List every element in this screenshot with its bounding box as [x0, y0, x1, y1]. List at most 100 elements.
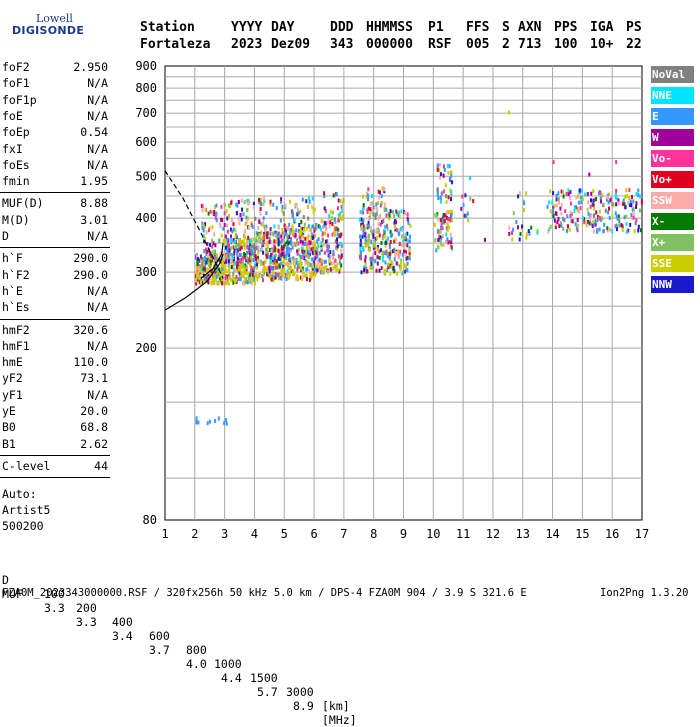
data-point [234, 234, 237, 239]
data-point [230, 237, 233, 242]
data-point [283, 244, 286, 249]
param-value: N/A [87, 338, 108, 353]
data-point [576, 223, 579, 228]
data-point [616, 216, 619, 221]
data-point [257, 239, 260, 244]
data-point [566, 229, 568, 234]
data-point [554, 225, 557, 230]
param-name: h`Es [2, 300, 30, 315]
data-point [611, 229, 614, 234]
data-point [320, 261, 323, 266]
data-point [443, 167, 446, 172]
data-point [270, 249, 273, 253]
param-name: D [2, 229, 9, 243]
data-point [376, 211, 378, 216]
data-point [324, 259, 327, 264]
data-point [209, 242, 212, 247]
data-point [224, 275, 227, 280]
data-point [242, 281, 245, 286]
data-point [225, 268, 228, 273]
data-point [259, 207, 262, 211]
data-point [525, 235, 528, 240]
data-point [212, 252, 215, 257]
data-point [381, 236, 384, 241]
param-name: h`E [2, 283, 23, 298]
data-point [277, 237, 280, 241]
data-point [241, 240, 244, 245]
data-point [230, 200, 233, 205]
data-point [401, 252, 404, 257]
logo-lowell: Lowell [36, 12, 73, 25]
data-point [437, 228, 440, 233]
data-point [573, 205, 576, 210]
data-point [284, 231, 287, 236]
data-point [308, 252, 311, 257]
data-point [232, 222, 235, 227]
data-point [295, 276, 298, 281]
data-point [317, 237, 320, 242]
data-point [195, 275, 198, 280]
data-point [211, 258, 214, 263]
data-point [324, 231, 327, 236]
data-point [313, 252, 316, 257]
data-point [224, 280, 227, 285]
data-point [305, 267, 307, 272]
data-point [210, 269, 213, 274]
data-point [399, 249, 402, 254]
data-point [277, 249, 280, 253]
data-point [395, 209, 398, 214]
data-point [243, 233, 246, 238]
data-point [265, 211, 268, 216]
data-point [402, 239, 405, 243]
param-value: N/A [87, 387, 108, 402]
data-point [323, 242, 326, 247]
data-point [234, 261, 237, 266]
data-point [243, 265, 246, 270]
data-point [336, 262, 339, 267]
data-point [205, 275, 208, 280]
param-row: yF1 N/A [2, 388, 108, 404]
data-point [233, 269, 236, 274]
data-point [256, 263, 259, 268]
param-value: N/A [87, 300, 108, 315]
data-point [223, 259, 226, 264]
header-value-p1: RSF [428, 37, 452, 52]
data-point [301, 240, 304, 245]
data-point [625, 222, 628, 227]
header-label-yyyy: YYYY [231, 20, 263, 35]
data-point [223, 252, 226, 257]
data-point [342, 200, 345, 205]
data-point [270, 253, 272, 258]
data-point [380, 194, 383, 199]
data-point [570, 201, 573, 206]
data-point [340, 241, 342, 246]
data-point [573, 209, 576, 213]
data-point [615, 214, 618, 219]
data-point [395, 220, 398, 225]
data-point [201, 261, 204, 266]
data-point [407, 220, 410, 225]
param-value: 73.1 [80, 371, 108, 386]
x-tick-label: 14 [545, 527, 559, 541]
data-point [314, 233, 317, 238]
data-point [579, 195, 582, 200]
data-point [335, 267, 338, 272]
data-point [367, 242, 370, 247]
data-point [296, 267, 299, 272]
data-point [557, 216, 560, 221]
data-point [298, 231, 301, 236]
data-point [292, 229, 295, 234]
data-point [553, 218, 556, 223]
data-point [215, 218, 218, 223]
data-point [443, 219, 446, 224]
data-point [252, 201, 255, 206]
legend-item: X+ [651, 234, 694, 251]
data-point [521, 224, 524, 229]
data-point [391, 232, 394, 237]
data-point [281, 204, 284, 209]
data-point [225, 256, 228, 261]
param-name: foEp [2, 125, 30, 140]
data-point [277, 276, 280, 281]
data-point [569, 190, 572, 195]
data-point [195, 281, 198, 286]
